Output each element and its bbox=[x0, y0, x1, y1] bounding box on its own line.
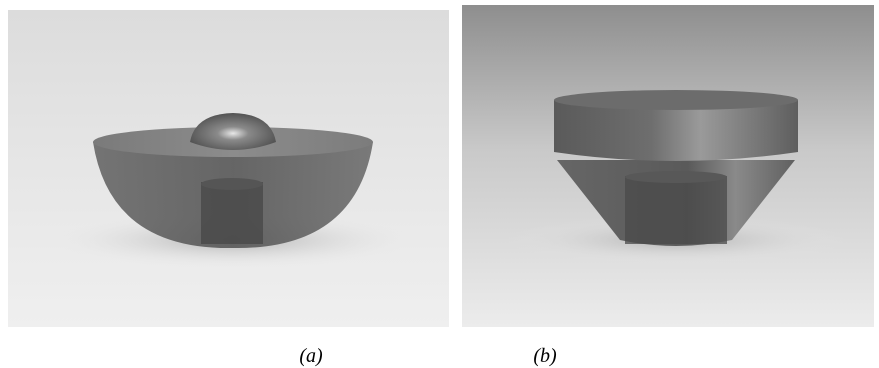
cup-band bbox=[554, 100, 798, 161]
caption: (a) bbox=[299, 345, 323, 367]
cup-rim bbox=[554, 90, 798, 110]
inner-cylinder bbox=[201, 182, 263, 244]
panel-a bbox=[8, 10, 449, 327]
panel-b bbox=[462, 5, 874, 327]
caption: (b) bbox=[533, 345, 557, 367]
cylinder-top bbox=[201, 178, 263, 190]
dome bbox=[190, 113, 276, 150]
cylinder-top bbox=[625, 171, 727, 183]
inner-cylinder bbox=[625, 176, 727, 244]
